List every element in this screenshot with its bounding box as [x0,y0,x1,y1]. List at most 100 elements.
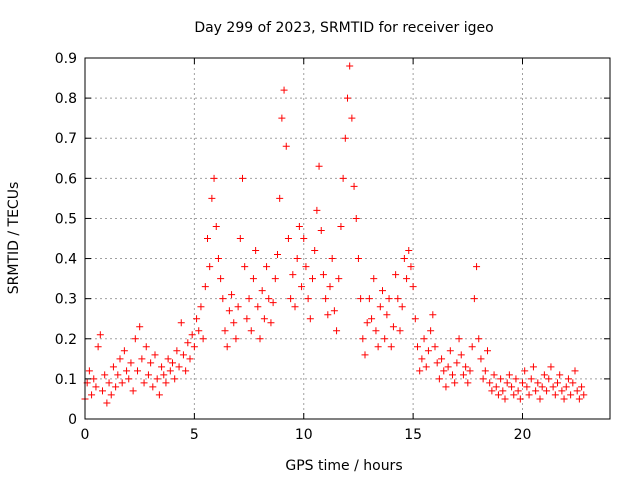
data-point [442,383,450,391]
data-point [381,335,389,343]
data-point [446,347,454,355]
data-point [160,371,168,379]
data-point [197,303,205,311]
data-point [455,335,463,343]
data-point [223,343,231,351]
data-point [490,371,498,379]
data-point [492,383,500,391]
data-point [558,387,566,395]
y-tick-label: 0.7 [55,131,77,147]
data-point [169,359,176,367]
data-point [284,235,292,242]
data-point [466,367,474,375]
data-point [85,367,93,375]
data-point [107,391,115,399]
data-point [370,275,378,283]
data-point [208,194,216,202]
data-point [387,343,395,351]
data-point [217,275,225,283]
data-point [538,383,546,391]
data-point [540,371,548,379]
data-point [398,303,406,311]
data-point [429,311,437,319]
data-point [503,379,511,387]
data-point [317,226,325,234]
data-point [374,343,382,351]
data-point [324,311,332,319]
data-point [201,283,209,291]
data-point [103,399,111,407]
data-point [510,391,518,399]
data-point [212,222,220,230]
data-point [291,303,299,311]
data-point [295,222,303,230]
data-point [477,355,485,363]
data-point [182,367,190,375]
data-point [136,323,144,331]
data-point [405,247,413,255]
data-point [210,174,218,182]
data-point [521,367,529,375]
data-point [372,327,380,335]
data-point [451,379,459,387]
data-point [158,363,166,371]
data-point [422,363,430,371]
data-point [247,327,255,335]
data-point [140,379,148,387]
data-point [267,319,275,327]
data-point [147,359,155,367]
data-point [499,387,507,395]
data-point [221,327,229,335]
data-point [186,355,194,363]
y-tick-label: 0.9 [55,51,77,67]
data-point [144,371,152,379]
data-point [228,291,236,299]
data-point [569,379,577,387]
data-point [92,383,100,391]
axis-ticks: 0 0.1 0.2 0.3 0.4 0.5 0.6 0.7 0.8 0.9 0 5 10 15 20 [55,51,610,443]
data-point [368,315,376,323]
data-point [486,379,494,387]
data-point [90,375,98,383]
data-point [94,343,102,351]
data-point [525,391,533,399]
data-point [501,395,509,403]
data-point [304,295,312,303]
data-point [545,375,553,383]
data-point [330,307,338,315]
data-point [457,351,465,359]
data-point [293,255,301,263]
data-point [280,86,288,94]
data-point [400,255,408,263]
x-tick-label: 20 [514,427,532,443]
data-point [153,375,161,383]
data-point [230,319,238,327]
data-point [105,379,113,387]
data-point [289,271,297,279]
data-point [424,347,432,355]
data-point [282,142,290,150]
data-point [543,387,551,395]
data-point [580,391,588,399]
data-point [578,383,586,391]
data-point [265,295,273,303]
data-point [339,174,347,182]
data-point [239,174,246,182]
data-point [529,363,537,371]
data-point [564,375,572,383]
data-point [131,335,139,343]
data-point [171,375,179,383]
data-point [204,235,211,242]
data-point [453,359,461,367]
grid-lines [85,58,610,419]
data-point [481,367,489,375]
data-point [116,355,124,363]
data-point [354,255,362,263]
data-point [271,275,279,283]
data-point [319,271,327,279]
data-point [359,335,367,343]
data-point [449,371,456,379]
x-tick-label: 0 [81,427,90,443]
y-tick-label: 0.8 [55,91,77,107]
